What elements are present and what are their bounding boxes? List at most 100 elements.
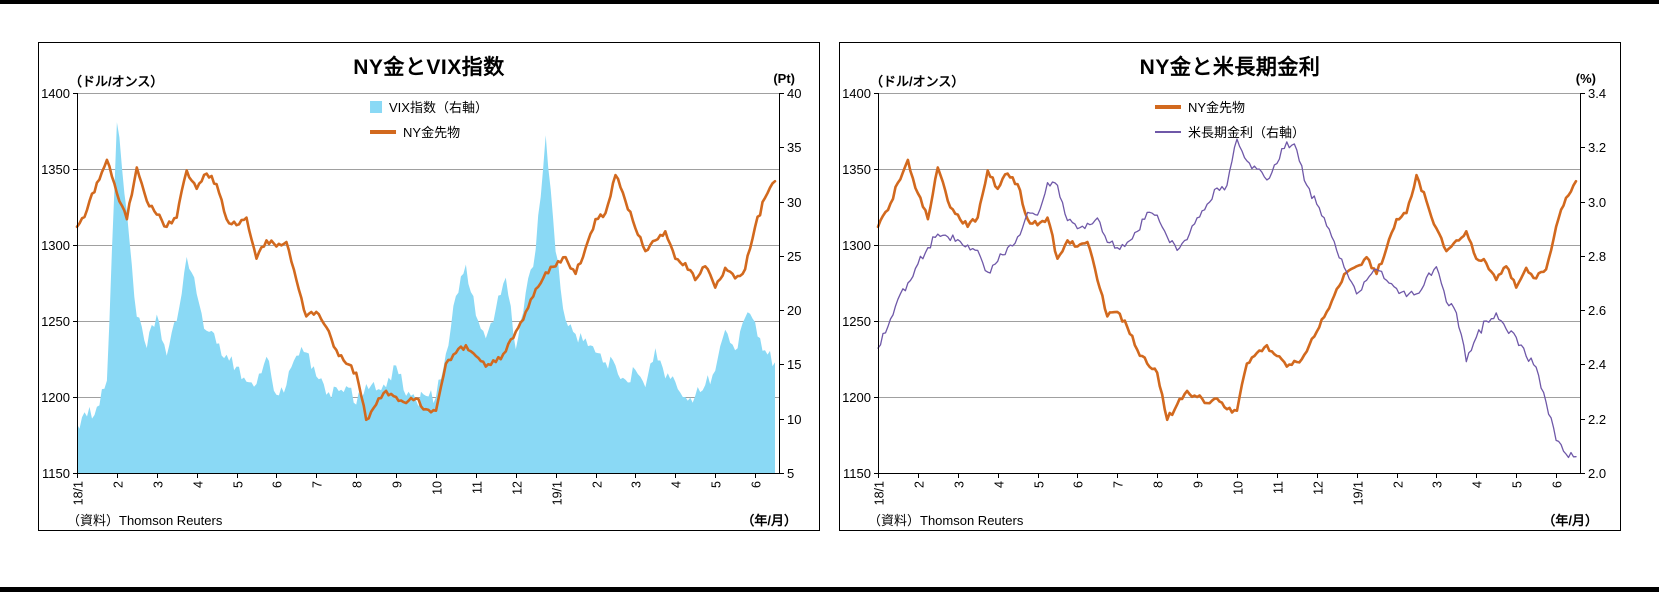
svg-text:30: 30 xyxy=(787,195,801,210)
gold-yield-plot: 1400 1350 1300 1250 1200 1150 3.4 3.2 3.0 2.8 2.6 2… xyxy=(842,87,1606,505)
svg-text:3.0: 3.0 xyxy=(1588,195,1606,210)
left-axis-tick-labels: 1400 1350 1300 1250 1200 1150 xyxy=(842,87,871,481)
bottom-border xyxy=(0,587,1659,592)
svg-text:1400: 1400 xyxy=(41,87,70,101)
gold-vix-plot: 1400135013001250120011504035302520151051… xyxy=(41,87,801,505)
gridlines xyxy=(878,93,1580,398)
legend-item-yield: 米長期金利（右軸） xyxy=(1154,122,1306,141)
axes xyxy=(874,93,1585,478)
svg-text:10: 10 xyxy=(431,481,445,495)
svg-text:12: 12 xyxy=(1312,481,1326,495)
svg-text:11: 11 xyxy=(471,481,485,494)
gold-line-swatch-icon xyxy=(370,129,397,134)
gold-yield-chart-panel: NY金と米長期金利 （ドル/オンス） (%) NY金先物 米長期金利（右軸） 1… xyxy=(839,42,1621,531)
legend-item-gold: NY金先物 xyxy=(1154,97,1305,116)
chart-title: NY金とVIX指数 xyxy=(353,56,505,79)
source-note: （資料）Thomson Reuters xyxy=(868,513,1024,528)
svg-text:19/1: 19/1 xyxy=(551,481,565,505)
svg-text:1300: 1300 xyxy=(842,238,871,253)
right-axis-tick-labels: 40 35 30 25 20 15 10 5 xyxy=(787,87,801,481)
source-note: （資料）Thomson Reuters xyxy=(67,513,223,528)
svg-text:1150: 1150 xyxy=(42,466,70,481)
svg-text:9: 9 xyxy=(1192,481,1206,488)
svg-text:10: 10 xyxy=(787,412,801,427)
left-axis-tick-labels: 1400 1350 1300 1250 1200 1150 xyxy=(41,87,70,481)
svg-text:5: 5 xyxy=(1511,481,1525,488)
svg-text:9: 9 xyxy=(391,481,405,488)
svg-text:6: 6 xyxy=(1551,481,1565,488)
svg-text:20: 20 xyxy=(787,303,801,318)
svg-text:3: 3 xyxy=(953,481,967,488)
top-border xyxy=(0,0,1659,4)
svg-text:3.2: 3.2 xyxy=(1588,140,1606,155)
svg-text:7: 7 xyxy=(311,481,325,488)
svg-text:3: 3 xyxy=(152,481,166,488)
svg-text:4: 4 xyxy=(993,481,1007,488)
right-axis-unit-label: (Pt) xyxy=(773,71,795,86)
vix-area-series xyxy=(77,122,775,474)
legend-item-vix: VIX指数（右軸） xyxy=(370,97,488,116)
us10y-line-series xyxy=(877,138,1577,459)
svg-text:5: 5 xyxy=(787,466,794,481)
svg-text:2: 2 xyxy=(112,481,126,488)
gold-line-series xyxy=(75,158,777,422)
legend-label-vix: VIX指数（右軸） xyxy=(389,100,488,115)
svg-text:2.6: 2.6 xyxy=(1588,303,1606,318)
svg-text:1350: 1350 xyxy=(842,162,871,177)
svg-text:18/1: 18/1 xyxy=(72,481,86,505)
vix-area-swatch-icon xyxy=(370,100,383,113)
svg-text:1300: 1300 xyxy=(41,238,70,253)
svg-text:4: 4 xyxy=(192,481,206,488)
svg-text:4: 4 xyxy=(670,481,684,488)
svg-text:3: 3 xyxy=(630,481,644,488)
svg-text:18/1: 18/1 xyxy=(873,481,887,505)
svg-text:8: 8 xyxy=(1152,481,1166,488)
legend-label-gold: NY金先物 xyxy=(403,125,461,140)
svg-text:1200: 1200 xyxy=(41,390,70,405)
svg-text:19/1: 19/1 xyxy=(1352,481,1366,505)
svg-text:25: 25 xyxy=(787,249,801,264)
svg-text:15: 15 xyxy=(787,357,801,372)
svg-text:3.4: 3.4 xyxy=(1588,87,1606,101)
charts-container: NY金とVIX指数 （ドル/オンス） (Pt) VIX指数（右軸） NY金先物 … xyxy=(0,42,1659,531)
svg-text:1250: 1250 xyxy=(842,314,871,329)
svg-text:12: 12 xyxy=(511,481,525,495)
svg-text:2: 2 xyxy=(591,481,605,488)
x-axis-unit-label: （年/月） xyxy=(741,513,797,528)
svg-text:3: 3 xyxy=(1431,481,1445,488)
svg-text:5: 5 xyxy=(710,481,724,488)
axes xyxy=(73,93,784,478)
x-axis-unit-label: （年/月） xyxy=(1542,513,1598,528)
yield-line-swatch-icon xyxy=(1154,130,1181,133)
legend: NY金先物 米長期金利（右軸） xyxy=(1154,97,1306,141)
svg-text:2: 2 xyxy=(1392,481,1406,488)
x-axis-tick-labels: 18/1 2 3 4 5 6 7 8 9 10 11 12 19/1 2 3 4 5 6 xyxy=(72,481,764,505)
svg-text:5: 5 xyxy=(1033,481,1047,488)
x-axis-tick-labels: 18/1 2 3 4 5 6 7 8 9 10 11 12 19/1 2 3 4 5 6 xyxy=(873,481,1565,505)
svg-text:2: 2 xyxy=(913,481,927,488)
svg-text:10: 10 xyxy=(1232,481,1246,495)
legend: VIX指数（右軸） NY金先物 xyxy=(370,97,488,141)
svg-text:6: 6 xyxy=(1072,481,1086,488)
gold-vix-chart-panel: NY金とVIX指数 （ドル/オンス） (Pt) VIX指数（右軸） NY金先物 … xyxy=(38,42,820,531)
chart-title: NY金と米長期金利 xyxy=(1139,56,1321,79)
svg-text:4: 4 xyxy=(1471,481,1485,488)
left-axis-unit-label: （ドル/オンス） xyxy=(870,74,965,89)
svg-text:6: 6 xyxy=(750,481,764,488)
legend-label-yield: 米長期金利（右軸） xyxy=(1187,125,1306,140)
right-axis-tick-labels: 3.4 3.2 3.0 2.8 2.6 2.4 2.2 2.0 xyxy=(1588,87,1606,481)
left-axis-unit-label: （ドル/オンス） xyxy=(69,74,164,89)
svg-text:6: 6 xyxy=(271,481,285,488)
gold-line-swatch-icon xyxy=(1154,104,1181,109)
svg-text:35: 35 xyxy=(787,140,801,155)
svg-text:2.4: 2.4 xyxy=(1588,357,1606,372)
svg-text:2.2: 2.2 xyxy=(1588,412,1606,427)
svg-text:7: 7 xyxy=(1112,481,1126,488)
svg-text:40: 40 xyxy=(787,87,801,101)
svg-text:2.0: 2.0 xyxy=(1588,466,1606,481)
svg-text:1350: 1350 xyxy=(41,162,70,177)
svg-text:1400: 1400 xyxy=(842,87,871,101)
svg-text:1200: 1200 xyxy=(842,390,871,405)
svg-text:11: 11 xyxy=(1272,481,1286,494)
svg-text:8: 8 xyxy=(351,481,365,488)
